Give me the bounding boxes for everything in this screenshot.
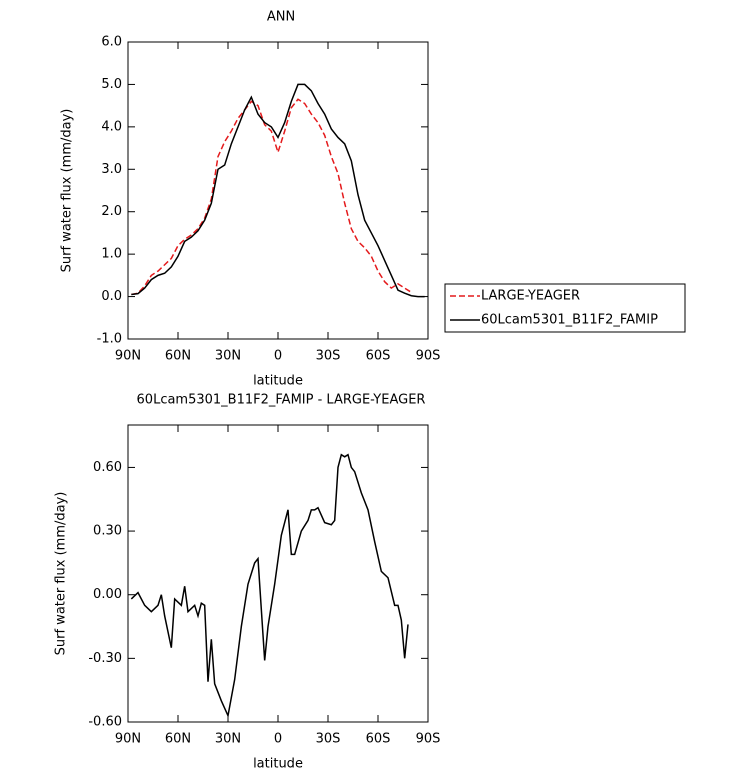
x-tick-label: 30S bbox=[316, 732, 341, 747]
x-tick-label: 30S bbox=[316, 349, 341, 364]
y-axis-label: Surf water flux (mm/day) bbox=[54, 492, 69, 656]
x-tick-label: 60N bbox=[165, 732, 191, 747]
x-tick-label: 30N bbox=[215, 732, 241, 747]
y-tick-label: 0.00 bbox=[93, 587, 122, 602]
y-tick-label: 0.0 bbox=[101, 289, 122, 304]
x-tick-label: 90N bbox=[115, 732, 141, 747]
y-tick-label: -0.60 bbox=[88, 715, 122, 730]
legend-label: LARGE-YEAGER bbox=[481, 289, 580, 304]
legend-box bbox=[444, 283, 686, 333]
y-tick-label: 5.0 bbox=[101, 77, 122, 92]
y-tick-label: 4.0 bbox=[101, 119, 122, 134]
y-axis-label: Surf water flux (mm/day) bbox=[60, 109, 75, 273]
y-tick-label: -1.0 bbox=[97, 332, 122, 347]
plot-frame bbox=[127, 41, 429, 340]
x-axis-label: latitude bbox=[253, 757, 303, 772]
y-tick-label: 3.0 bbox=[101, 162, 122, 177]
x-axis-label: latitude bbox=[253, 374, 303, 389]
data-line bbox=[131, 83, 425, 298]
y-tick-label: 2.0 bbox=[101, 204, 122, 219]
x-tick-label: 30N bbox=[215, 349, 241, 364]
x-tick-label: 60S bbox=[366, 732, 391, 747]
x-tick-label: 90S bbox=[416, 732, 441, 747]
chart-title: ANN bbox=[267, 10, 295, 25]
data-line bbox=[131, 98, 412, 296]
legend-label: 60Lcam5301_B11F2_FAMIP bbox=[481, 313, 658, 328]
y-tick-label: 0.60 bbox=[93, 460, 122, 475]
x-tick-label: 60N bbox=[165, 349, 191, 364]
x-tick-label: 0 bbox=[274, 349, 282, 364]
chart-title: 60Lcam5301_B11F2_FAMIP - LARGE-YEAGER bbox=[137, 393, 426, 408]
x-tick-label: 0 bbox=[274, 732, 282, 747]
y-tick-label: 1.0 bbox=[101, 247, 122, 262]
x-tick-label: 60S bbox=[366, 349, 391, 364]
data-line bbox=[130, 453, 409, 719]
y-tick-label: -0.30 bbox=[88, 651, 122, 666]
x-tick-label: 90S bbox=[416, 349, 441, 364]
y-tick-label: 6.0 bbox=[101, 35, 122, 50]
y-tick-label: 0.30 bbox=[93, 524, 122, 539]
x-tick-label: 90N bbox=[115, 349, 141, 364]
